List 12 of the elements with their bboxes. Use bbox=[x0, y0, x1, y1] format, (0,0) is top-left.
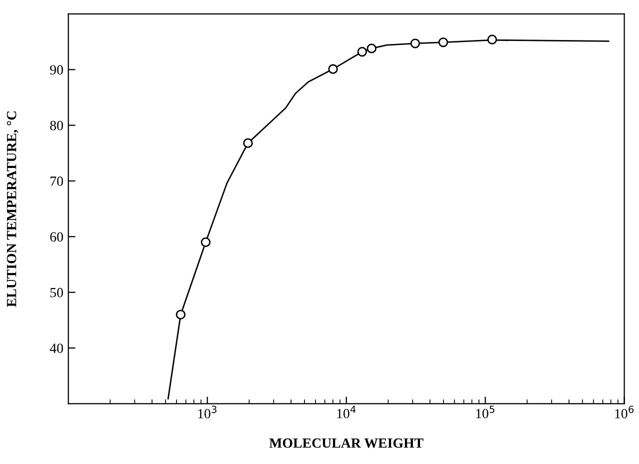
y-axis-title: ELUTION TEMPERATURE, °C bbox=[6, 111, 18, 307]
y-tick-label: 90 bbox=[50, 65, 63, 75]
x-axis-title: MOLECULAR WEIGHT bbox=[269, 438, 424, 448]
y-tick-label: 70 bbox=[50, 176, 63, 186]
x-tick-label: 10$^{6}$ bbox=[615, 406, 634, 418]
x-tick-label: 10$^{4}$ bbox=[337, 406, 356, 418]
y-tick-label: 50 bbox=[50, 288, 63, 298]
y-tick-label: 60 bbox=[50, 232, 63, 242]
y-tick-label: 40 bbox=[50, 344, 63, 353]
x-tick-label: 10$^{5}$ bbox=[476, 406, 494, 418]
y-tick-label: 80 bbox=[50, 120, 63, 130]
x-tick-label: 10$^{3}$ bbox=[198, 406, 216, 418]
